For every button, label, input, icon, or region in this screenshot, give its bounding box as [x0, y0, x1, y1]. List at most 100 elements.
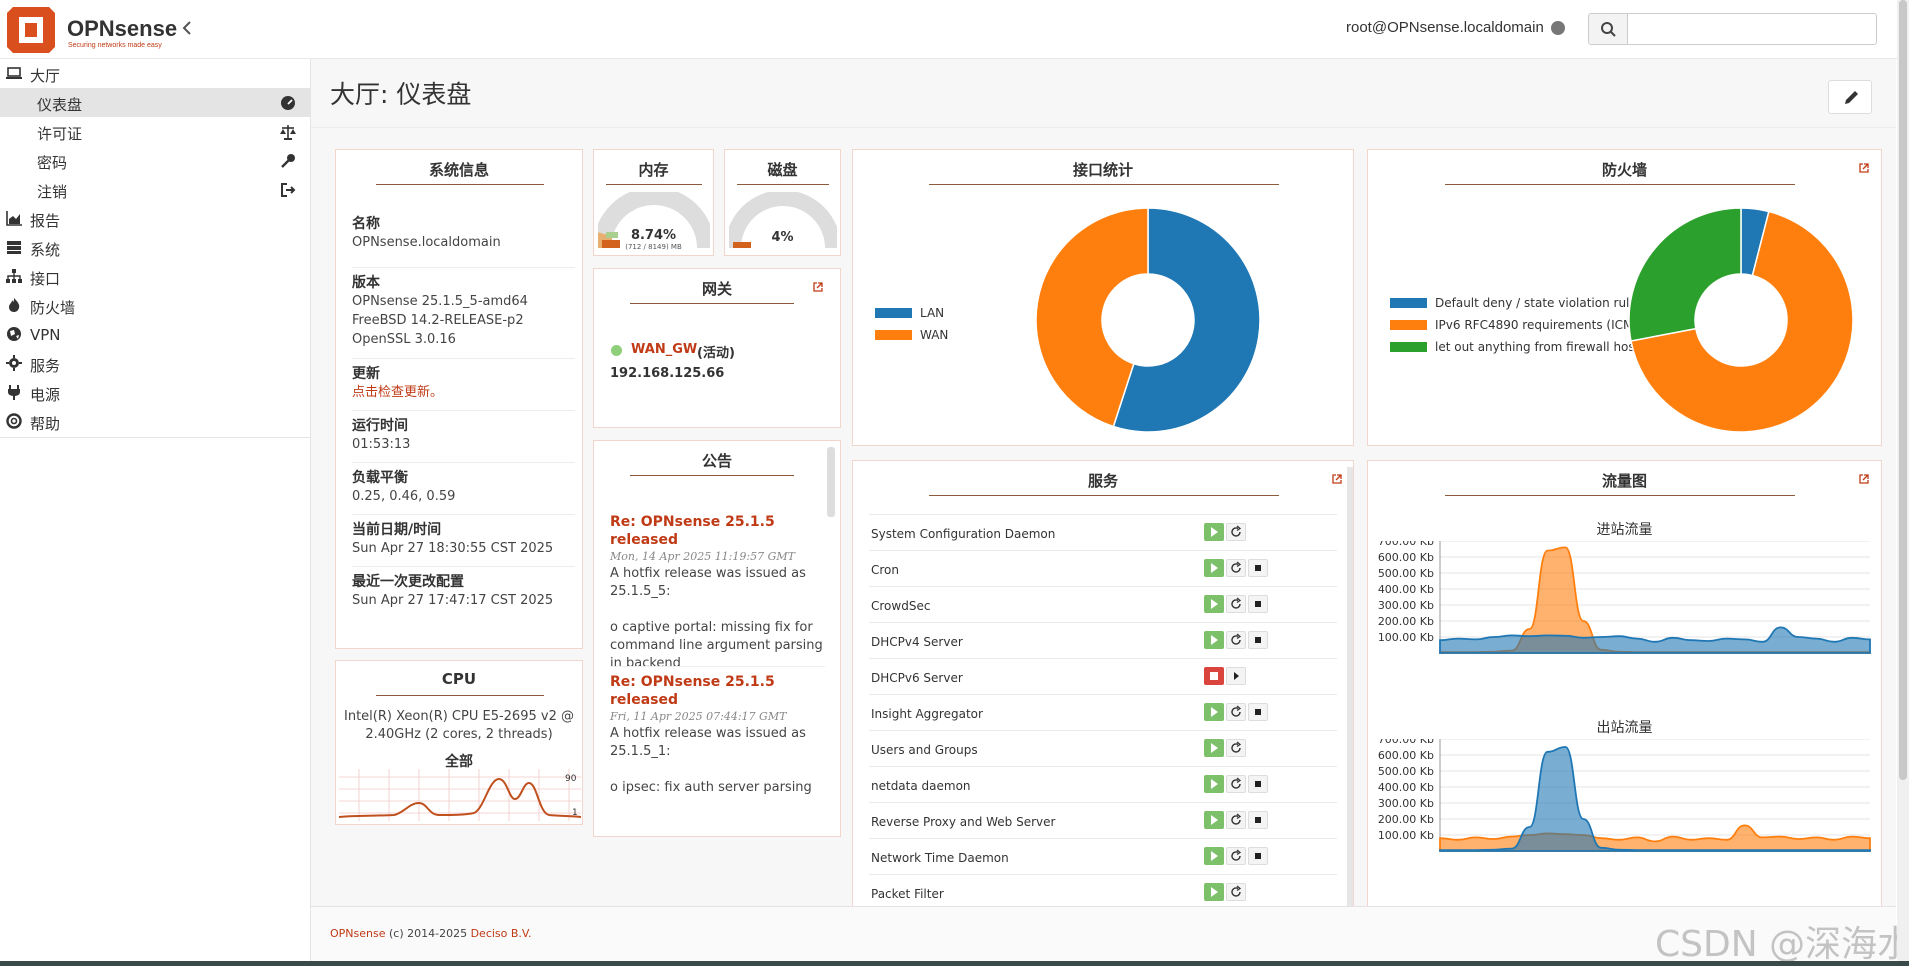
- donut-slice[interactable]: [1630, 210, 1854, 433]
- service-row: DHCPv6 Server: [869, 658, 1337, 694]
- check-updates-link[interactable]: 点击检查更新。: [352, 385, 444, 400]
- restart-service-button[interactable]: [1226, 523, 1246, 541]
- sidebar-item-reports[interactable]: 报告: [0, 204, 310, 233]
- announcement-title[interactable]: Re: OPNsense 25.1.5 released: [610, 514, 775, 548]
- widget-title-rule: [737, 184, 829, 185]
- sidebar-item-interfaces[interactable]: 接口: [0, 262, 310, 291]
- traffic-series-area[interactable]: [1439, 746, 1871, 852]
- memory-detail: (712 / 8149) MB: [625, 243, 682, 251]
- announcement-line: command line argument parsing: [610, 638, 823, 653]
- pencil-icon: [1845, 91, 1858, 104]
- start-service-button[interactable]: [1226, 667, 1246, 685]
- sysinfo-name: 名称 OPNsense.localdomain: [352, 215, 575, 252]
- announcements-widget: 公告 Re: OPNsense 25.1.5 released Mon, 14 …: [593, 440, 841, 837]
- stop-service-button[interactable]: [1248, 847, 1268, 865]
- stop-service-button[interactable]: [1248, 775, 1268, 793]
- sidebar-item-dashboard[interactable]: 仪表盘: [0, 88, 310, 117]
- restart-service-button[interactable]: [1226, 631, 1246, 649]
- interface-donut-chart: [1035, 207, 1261, 433]
- donut-slice[interactable]: [1628, 207, 1742, 342]
- stop-service-button[interactable]: [1248, 811, 1268, 829]
- sidebar-item-label: 仪表盘: [37, 96, 83, 114]
- sysinfo-updates-label: 更新: [352, 366, 380, 382]
- interface-stats-widget: 接口统计 LAN WAN: [852, 149, 1354, 446]
- external-link-icon[interactable]: [813, 282, 823, 292]
- sidebar-item-password[interactable]: 密码: [0, 146, 310, 175]
- sidebar-item-system[interactable]: 系统: [0, 233, 310, 262]
- sidebar-item-services[interactable]: 服务: [0, 349, 310, 378]
- status-indicator-icon[interactable]: [1551, 21, 1565, 35]
- edit-dashboard-button[interactable]: [1828, 80, 1872, 114]
- traffic-series-area[interactable]: [1439, 626, 1871, 654]
- search-icon: [1601, 22, 1616, 37]
- user-menu[interactable]: root@OPNsense.localdomain: [1346, 19, 1544, 36]
- widget-title-rule: [929, 184, 1279, 185]
- announcement-date: Mon, 14 Apr 2025 11:19:57 GMT: [610, 550, 795, 563]
- restart-service-button[interactable]: [1226, 703, 1246, 721]
- restart-service-button[interactable]: [1226, 559, 1246, 577]
- announcements-scrollbar[interactable]: [827, 447, 835, 517]
- widget-title-rule: [630, 475, 794, 476]
- sidebar-item-lobby[interactable]: 大厅: [0, 59, 310, 88]
- y-tick-label: 500.00 Kb: [1378, 765, 1434, 778]
- opnsense-logo[interactable]: OPNsense Securing networks made easy: [5, 5, 177, 55]
- stop-service-button[interactable]: [1248, 703, 1268, 721]
- search-button[interactable]: [1588, 13, 1628, 45]
- gateway-ip: 192.168.125.66: [610, 366, 725, 381]
- service-running-icon: [1204, 631, 1224, 649]
- restart-service-button[interactable]: [1226, 739, 1246, 757]
- stop-service-button[interactable]: [1248, 595, 1268, 613]
- restart-service-button[interactable]: [1226, 595, 1246, 613]
- widget-title: 防火墙: [1601, 161, 1647, 179]
- page-scroll-thumb[interactable]: [1899, 0, 1907, 780]
- restart-service-button[interactable]: [1226, 847, 1246, 865]
- sidebar-item-firewall[interactable]: 防火墙: [0, 291, 310, 320]
- sidebar: 大厅 仪表盘 许可证 密码 注销 报告 系统 接口 防火墙 VPN 服务: [0, 59, 311, 966]
- widget-title: 内存: [638, 161, 669, 179]
- stop-service-button[interactable]: [1248, 559, 1268, 577]
- sidebar-item-power[interactable]: 电源: [0, 378, 310, 407]
- donut-slice[interactable]: [1112, 207, 1261, 433]
- services-widget: 服务 System Configuration Daemon Cron CrowdS…: [852, 460, 1354, 910]
- footer-company-link[interactable]: Deciso B.V.: [470, 927, 532, 940]
- stop-service-button[interactable]: [1248, 631, 1268, 649]
- announcement-title[interactable]: Re: OPNsense 25.1.5 released: [610, 674, 775, 708]
- sysinfo-name-value: OPNsense.localdomain: [352, 235, 501, 250]
- page-scrollbar[interactable]: [1897, 0, 1909, 966]
- sysinfo-version: 版本 OPNsense 25.1.5_5-amd64 FreeBSD 14.2-…: [352, 267, 575, 349]
- sysinfo-name-label: 名称: [352, 216, 380, 232]
- external-link-icon[interactable]: [1332, 474, 1342, 484]
- sitemap-icon: [6, 269, 22, 283]
- collapse-sidebar-icon[interactable]: [180, 18, 194, 38]
- external-link-icon[interactable]: [1859, 474, 1869, 484]
- legend-swatch: [875, 330, 912, 340]
- donut-slice[interactable]: [1035, 207, 1149, 428]
- cpu-label: 全部: [445, 754, 473, 770]
- sysinfo-version-line: OPNsense 25.1.5_5-amd64: [352, 294, 528, 309]
- y-tick-label: 100.00 Kb: [1378, 631, 1434, 644]
- inbound-traffic-chart: 700.00 Kb 600.00 Kb 500.00 Kb 400.00 Kb 300.…: [1378, 541, 1871, 654]
- y-tick-label: 200.00 Kb: [1378, 615, 1434, 628]
- restart-service-button[interactable]: [1226, 883, 1246, 901]
- announcement-line: [610, 761, 825, 779]
- y-tick-label: 600.00 Kb: [1378, 551, 1434, 564]
- restart-service-button[interactable]: [1226, 775, 1246, 793]
- restart-service-button[interactable]: [1226, 811, 1246, 829]
- service-stopped-icon: [1204, 667, 1224, 685]
- footer-brand-link[interactable]: OPNsense: [330, 927, 386, 940]
- sidebar-item-help[interactable]: 帮助: [0, 407, 310, 436]
- services-scrollbar[interactable]: [1347, 467, 1353, 907]
- sysinfo-updates: 更新 点击检查更新。: [352, 358, 575, 402]
- sidebar-item-license[interactable]: 许可证: [0, 117, 310, 146]
- announcement-line: A hotfix release was issued as: [610, 566, 806, 581]
- widget-title: 流量图: [1601, 472, 1647, 490]
- service-running-icon: [1204, 559, 1224, 577]
- search-input[interactable]: [1627, 13, 1877, 45]
- sysinfo-version-line: FreeBSD 14.2-RELEASE-p2: [352, 313, 524, 328]
- sidebar-item-vpn[interactable]: VPN: [0, 320, 310, 349]
- sidebar-item-logout[interactable]: 注销: [0, 175, 310, 204]
- external-link-icon[interactable]: [1859, 163, 1869, 173]
- traffic-series-area[interactable]: [1439, 824, 1871, 852]
- sign-out-icon: [281, 183, 296, 197]
- plug-icon: [8, 385, 20, 400]
